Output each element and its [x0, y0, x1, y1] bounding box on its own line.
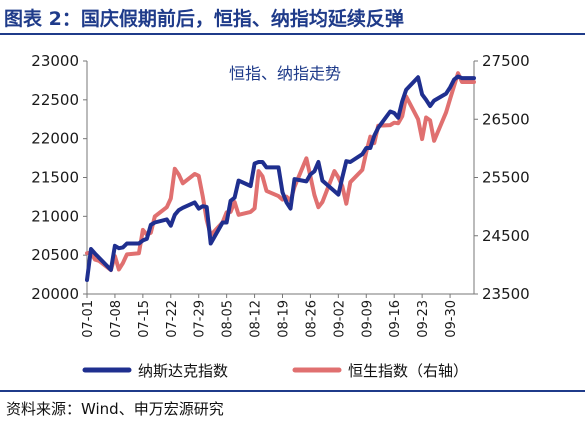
left-tick-label: 22000	[31, 130, 79, 148]
left-tick-label: 23000	[31, 52, 79, 70]
legend-hang-seng-label: 恒生指数（右轴）	[348, 362, 468, 380]
title-underline	[0, 33, 585, 35]
right-tick-label: 26500	[482, 110, 530, 128]
x-tick-label: 08-19	[276, 300, 291, 338]
left-tick-label: 20000	[31, 285, 79, 303]
source-divider	[0, 390, 585, 392]
x-tick-label: 07-22	[165, 300, 180, 338]
x-tick-label: 09-09	[360, 300, 375, 338]
x-tick-label: 08-12	[249, 300, 264, 338]
x-axis: 07-01 07-08 07-15 07-22 07-29 08-05 08-12 08-19…	[81, 293, 474, 338]
x-tick-label: 07-08	[109, 300, 124, 338]
left-tick-label: 21000	[31, 207, 79, 225]
left-tick-label: 20500	[31, 246, 79, 264]
x-tick-label: 07-15	[137, 300, 152, 338]
x-tick-label: 08-26	[304, 300, 319, 338]
legend-nasdaq-label: 纳斯达克指数	[138, 362, 228, 380]
left-tick-label: 21500	[31, 169, 79, 187]
right-tick-label: 23500	[482, 285, 530, 303]
legend: 纳斯达克指数 恒生指数（右轴）	[82, 362, 468, 380]
right-y-axis: 23500 24500 25500 26500 27500	[473, 52, 530, 303]
figure-title: 图表 2：国庆假期前后，恒指、纳指均延续反弹	[4, 8, 404, 30]
nasdaq-series-line	[85, 74, 476, 282]
chart-title: 恒指、纳指走势	[229, 64, 341, 83]
source-note: 资料来源：Wind、申万宏源研究	[6, 400, 224, 418]
x-tick-label: 07-01	[81, 300, 96, 338]
right-tick-label: 24500	[482, 227, 530, 245]
x-tick-label: 07-29	[193, 300, 208, 338]
x-tick-label: 09-16	[388, 300, 403, 338]
right-tick-label: 25500	[482, 169, 530, 187]
left-tick-label: 22500	[31, 91, 79, 109]
series-layer	[85, 71, 476, 282]
left-y-axis: 20000 20500 21000 21500 22000 22500 23000	[31, 52, 88, 303]
x-tick-label: 08-05	[221, 300, 236, 338]
right-tick-label: 27500	[482, 52, 530, 70]
x-tick-label: 09-30	[444, 300, 459, 338]
x-tick-label: 09-02	[332, 300, 347, 338]
x-tick-label: 09-23	[416, 300, 431, 338]
